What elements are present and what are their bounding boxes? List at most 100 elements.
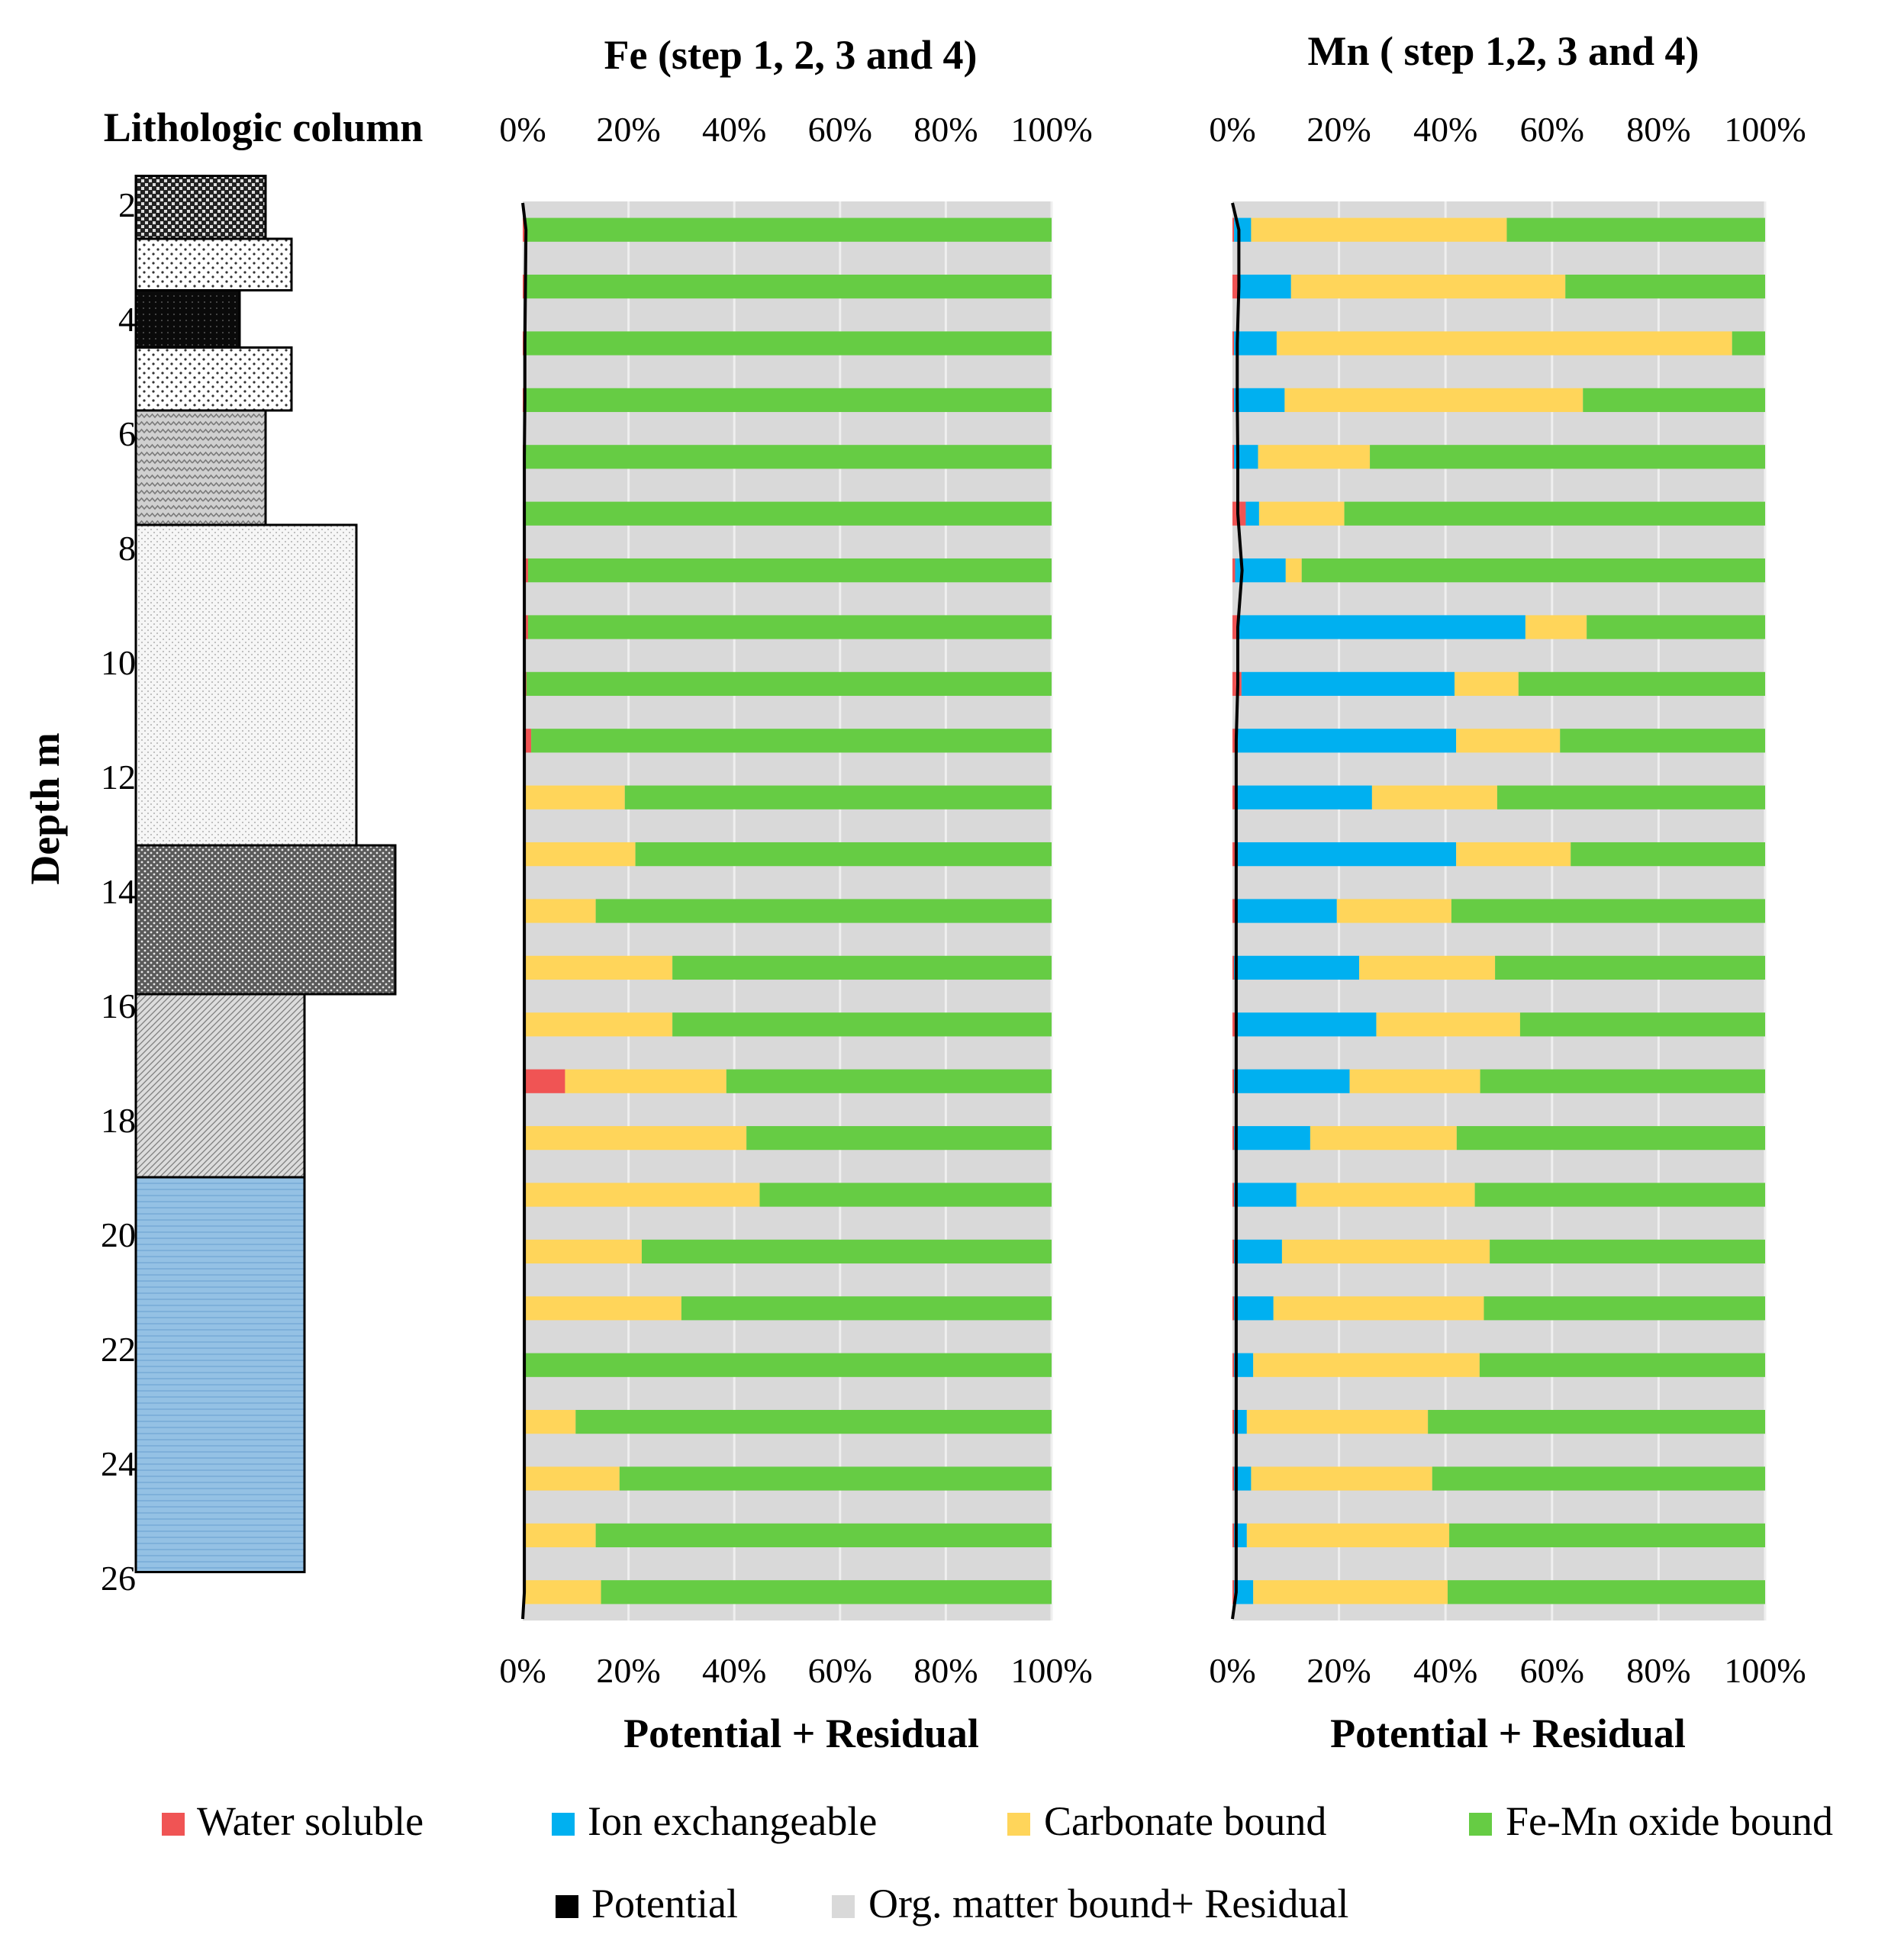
fe-bar-1-water-soluble — [523, 217, 525, 242]
mn-bottom-tick-label: 40% — [1413, 1651, 1477, 1690]
mn-bar-20-fe-mn-oxide-bound — [1484, 1296, 1765, 1321]
fe-bar-3-fe-mn-oxide-bound — [525, 331, 1052, 356]
mn-bar-24-carbonate-bound — [1246, 1523, 1450, 1548]
fe-potential-line — [521, 202, 528, 1620]
mn-bar-4-water-soluble — [1232, 388, 1235, 413]
legend-swatch-potential — [556, 1895, 578, 1918]
fe-bar-6-fe-mn-oxide-bound — [525, 501, 1052, 526]
mn-bar-13-fe-mn-oxide-bound — [1451, 899, 1765, 923]
mn-bar-6-fe-mn-oxide-bound — [1344, 501, 1765, 526]
depth-tick-label: 22 — [101, 1330, 136, 1369]
mn-bar-23-fe-mn-oxide-bound — [1432, 1466, 1765, 1491]
lithology-layer-8 — [134, 993, 306, 1179]
mn-bar-1-water-soluble — [1232, 217, 1235, 242]
mn-bar-3-ion-exchangeable — [1234, 331, 1277, 356]
mn-bar-4-carbonate-bound — [1284, 388, 1583, 413]
legend-swatch-water-soluble — [162, 1813, 185, 1836]
depth-tick-label: 12 — [101, 758, 136, 797]
fe-bar-23-fe-mn-oxide-bound — [619, 1466, 1052, 1491]
mn-bar-22-carbonate-bound — [1246, 1409, 1429, 1434]
legend: Water soluble Ion exchangeable Carbonate… — [162, 1798, 1833, 1926]
lithology-layer-1 — [134, 175, 267, 240]
mn-top-tick-label: 20% — [1306, 110, 1371, 149]
mn-bar-5-fe-mn-oxide-bound — [1370, 445, 1765, 469]
legend-label-water-soluble: Water soluble — [197, 1798, 424, 1844]
mn-bar-23-water-soluble — [1232, 1466, 1235, 1491]
mn-top-tick-label: 60% — [1520, 110, 1584, 149]
mn-top-tick-label: 100% — [1724, 110, 1806, 149]
fe-bar-24-carbonate-bound — [524, 1523, 596, 1548]
mn-bars — [1231, 202, 1765, 1620]
mn-bar-24-water-soluble — [1232, 1523, 1235, 1548]
mn-top-tick-label: 0% — [1209, 110, 1255, 149]
fe-bar-20-carbonate-bound — [523, 1296, 681, 1321]
mn-bar-1-fe-mn-oxide-bound — [1506, 217, 1765, 242]
lithology-title: Lithologic column — [104, 105, 424, 150]
mn-bar-7-carbonate-bound — [1285, 558, 1302, 583]
fe-bottom-tick-label: 80% — [913, 1651, 978, 1690]
fe-bar-24-fe-mn-oxide-bound — [595, 1523, 1052, 1548]
mn-bar-15-carbonate-bound — [1376, 1012, 1520, 1037]
mn-bar-16-water-soluble — [1232, 1069, 1235, 1093]
fe-top-tick-label: 80% — [913, 110, 978, 149]
mn-bar-9-ion-exchangeable — [1241, 671, 1455, 697]
depth-tick-label: 8 — [118, 529, 136, 568]
mn-bar-19-ion-exchangeable — [1234, 1239, 1282, 1264]
depth-tick-label: 2 — [118, 185, 136, 224]
mn-bottom-tick-labels: 0% 20% 40% 60% 80% 100% — [1209, 1651, 1806, 1690]
legend-swatch-carbonate-bound — [1007, 1813, 1030, 1836]
mn-bar-19-water-soluble — [1232, 1239, 1235, 1264]
mn-bar-21-fe-mn-oxide-bound — [1479, 1353, 1765, 1377]
fe-bar-14-carbonate-bound — [524, 955, 673, 980]
legend-label-ion-exchangeable: Ion exchangeable — [588, 1798, 877, 1844]
mn-chart-title: Mn ( step 1,2, 3 and 4) — [1307, 28, 1699, 74]
fe-bar-16-water-soluble — [523, 1069, 565, 1093]
mn-bar-15-fe-mn-oxide-bound — [1519, 1012, 1765, 1037]
mn-bar-14-water-soluble — [1232, 955, 1235, 980]
fe-bottom-tick-label: 0% — [499, 1651, 546, 1690]
mn-bar-7-fe-mn-oxide-bound — [1301, 558, 1765, 583]
mn-bar-6-ion-exchangeable — [1245, 501, 1259, 526]
mn-bar-2-fe-mn-oxide-bound — [1565, 274, 1765, 299]
fe-bar-18-carbonate-bound — [524, 1183, 760, 1207]
mn-bottom-tick-label: 0% — [1209, 1651, 1255, 1690]
mn-bar-12-ion-exchangeable — [1237, 842, 1457, 867]
mn-top-tick-label: 40% — [1413, 110, 1477, 149]
mn-bar-9-fe-mn-oxide-bound — [1518, 671, 1765, 697]
legend-swatch-fe-mn-oxide-bound — [1469, 1813, 1492, 1836]
lithology-layers — [134, 175, 397, 1573]
mn-bar-24-fe-mn-oxide-bound — [1449, 1523, 1765, 1548]
fe-bar-10-fe-mn-oxide-bound — [531, 729, 1052, 753]
mn-bottom-tick-label: 60% — [1520, 1651, 1584, 1690]
fe-bar-12-fe-mn-oxide-bound — [635, 842, 1052, 867]
mn-bar-23-ion-exchangeable — [1234, 1466, 1252, 1491]
depth-tick-label: 24 — [101, 1444, 136, 1483]
lithology-layer-3 — [134, 289, 241, 349]
mn-bar-9-carbonate-bound — [1455, 671, 1519, 697]
depth-tick-label: 26 — [101, 1559, 136, 1598]
mn-bar-4-fe-mn-oxide-bound — [1583, 388, 1765, 413]
fe-bar-4-fe-mn-oxide-bound — [525, 388, 1052, 413]
fe-top-tick-label: 20% — [596, 110, 660, 149]
mn-bar-25-water-soluble — [1232, 1580, 1235, 1604]
fe-top-tick-label: 40% — [702, 110, 766, 149]
legend-label-potential: Potential — [591, 1881, 738, 1926]
mn-bar-13-water-soluble — [1232, 899, 1236, 923]
mn-bar-16-carbonate-bound — [1349, 1069, 1480, 1093]
fe-bar-15-carbonate-bound — [524, 1012, 673, 1037]
mn-bar-3-fe-mn-oxide-bound — [1732, 331, 1765, 356]
mn-bar-13-ion-exchangeable — [1236, 899, 1337, 923]
mn-top-tick-label: 80% — [1626, 110, 1690, 149]
mn-bar-3-carbonate-bound — [1276, 331, 1732, 356]
mn-bar-18-ion-exchangeable — [1234, 1183, 1297, 1207]
mn-bar-11-water-soluble — [1232, 785, 1236, 809]
lithology-panel: Lithologic column Depth m 24681012141618… — [22, 105, 423, 1598]
fe-bar-13-fe-mn-oxide-bound — [595, 899, 1052, 923]
mn-bar-14-carbonate-bound — [1359, 955, 1496, 980]
depth-tick-label: 6 — [118, 414, 136, 453]
fe-chart-title: Fe (step 1, 2, 3 and 4) — [604, 32, 978, 78]
lithology-layer-7 — [134, 844, 397, 996]
fe-bar-22-carbonate-bound — [524, 1409, 576, 1434]
mn-bottom-tick-label: 20% — [1306, 1651, 1371, 1690]
